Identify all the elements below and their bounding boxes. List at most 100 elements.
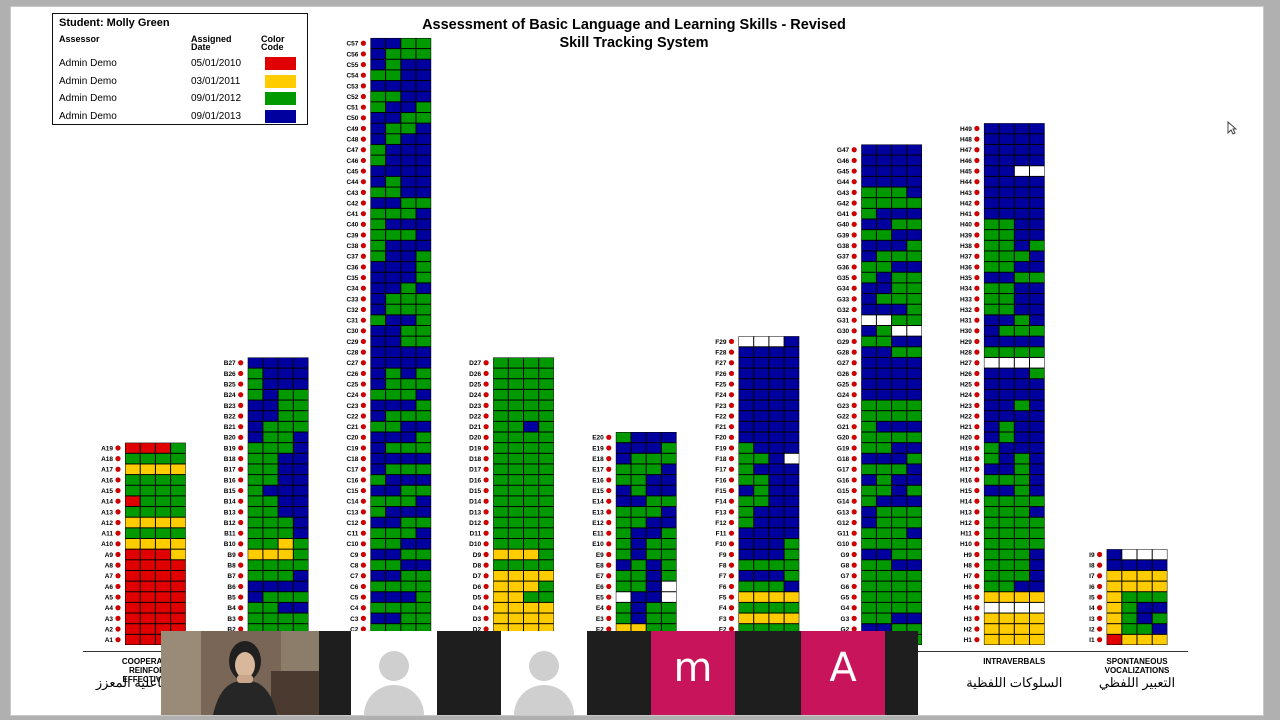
skill-cell <box>1137 613 1152 624</box>
skill-code-label: F24 <box>715 392 727 399</box>
skill-cell <box>416 411 431 421</box>
skill-code-label: A7 <box>105 573 114 580</box>
skill-code-label: F6 <box>719 584 727 591</box>
skill-marker-dot <box>483 605 489 611</box>
skill-code-label: H19 <box>960 445 972 452</box>
skill-marker-dot <box>728 487 735 494</box>
skill-cell <box>1030 230 1045 240</box>
skill-cell <box>907 570 922 581</box>
skill-marker-dot <box>238 466 244 472</box>
skill-cell <box>739 624 754 634</box>
skill-marker-dot <box>1097 605 1103 611</box>
skill-code-label: D20 <box>469 435 481 442</box>
skill-cell <box>999 336 1014 347</box>
skill-cell <box>1014 294 1029 304</box>
skill-code-label: B22 <box>224 413 236 420</box>
skill-cell <box>293 400 308 411</box>
skill-cell <box>984 283 999 294</box>
skill-cell <box>861 507 876 517</box>
skill-code-label: E6 <box>596 584 604 591</box>
skill-cell <box>248 443 263 453</box>
skill-cell <box>508 581 523 592</box>
participant-avatar-1[interactable] <box>351 631 437 715</box>
skill-cell <box>616 485 631 496</box>
legend-date: 09/01/2012 <box>191 93 242 104</box>
skill-cell <box>646 624 661 634</box>
skill-marker-dot <box>851 274 857 281</box>
skill-cell <box>293 464 308 475</box>
presenter-video[interactable] <box>161 631 319 715</box>
skill-cell <box>1030 528 1045 538</box>
participant-m[interactable]: m <box>651 631 735 715</box>
skill-code-label: F11 <box>716 531 727 538</box>
skill-marker-dot <box>115 519 121 526</box>
skill-code-label: D21 <box>469 424 481 431</box>
skill-cell <box>1137 549 1152 560</box>
skill-cell <box>278 517 293 528</box>
skill-cell <box>293 517 308 528</box>
skill-cell <box>892 570 907 581</box>
skill-cell <box>539 539 554 549</box>
section-border <box>615 432 677 645</box>
skill-cell <box>784 570 799 581</box>
skill-code-label: B6 <box>227 584 236 591</box>
skill-marker-dot <box>974 413 980 419</box>
legend-row: Admin Demo 09/01/2012 <box>53 91 307 107</box>
skill-code-label: D13 <box>469 509 481 516</box>
skill-cell <box>140 517 155 528</box>
skill-cell <box>907 294 922 304</box>
skill-cell <box>171 539 186 549</box>
skill-code-label: H9 <box>964 552 973 559</box>
skill-cell <box>386 326 401 336</box>
skill-cell <box>861 443 876 453</box>
skill-code-label: A15 <box>101 488 113 495</box>
skill-cell <box>876 144 892 155</box>
skill-cell <box>876 496 892 507</box>
skill-cell <box>1030 443 1045 453</box>
skill-cell <box>416 262 431 272</box>
skill-code-label: C50 <box>346 115 358 122</box>
skill-cell <box>861 602 876 613</box>
skill-cell <box>370 81 386 91</box>
skill-code-label: H40 <box>960 222 972 229</box>
skill-cell <box>370 581 386 592</box>
skill-cell <box>984 230 999 240</box>
skill-cell <box>1030 283 1045 294</box>
skill-cell <box>1014 528 1029 538</box>
skill-cell <box>293 507 308 517</box>
skill-cell <box>508 443 523 453</box>
skill-marker-dot <box>360 115 366 121</box>
skill-code-label: C26 <box>346 371 358 378</box>
skill-cell <box>907 400 922 411</box>
skill-cell <box>907 432 922 443</box>
skill-cell <box>984 624 999 634</box>
skill-cell <box>386 208 401 219</box>
skill-cell <box>493 624 508 634</box>
skill-cell <box>1014 357 1029 368</box>
skill-cell <box>984 347 999 357</box>
skill-marker-dot <box>606 498 612 504</box>
skill-cell <box>416 475 431 485</box>
skill-cell <box>1014 144 1029 155</box>
skill-cell <box>769 485 784 496</box>
skill-cell <box>861 198 876 208</box>
skill-cell <box>861 496 876 507</box>
skill-marker-dot <box>851 189 857 195</box>
chart-subtitle: Skill Tracking System <box>559 35 709 51</box>
skill-marker-dot <box>483 541 489 547</box>
skill-cell <box>524 432 539 443</box>
participant-a[interactable]: A <box>801 631 885 715</box>
skill-cell <box>125 634 140 645</box>
skill-code-label: D4 <box>473 605 482 612</box>
participant-avatar-2[interactable] <box>501 631 587 715</box>
skill-code-label: G20 <box>837 435 850 442</box>
skill-cell <box>416 113 431 123</box>
skill-cell <box>999 230 1014 240</box>
skill-cell <box>386 294 401 304</box>
skill-cell <box>370 294 386 304</box>
skill-marker-dot <box>360 104 366 110</box>
skill-cell <box>263 613 278 624</box>
skill-cell <box>999 549 1014 560</box>
skill-marker-dot <box>360 519 366 526</box>
skill-cell <box>631 613 646 624</box>
